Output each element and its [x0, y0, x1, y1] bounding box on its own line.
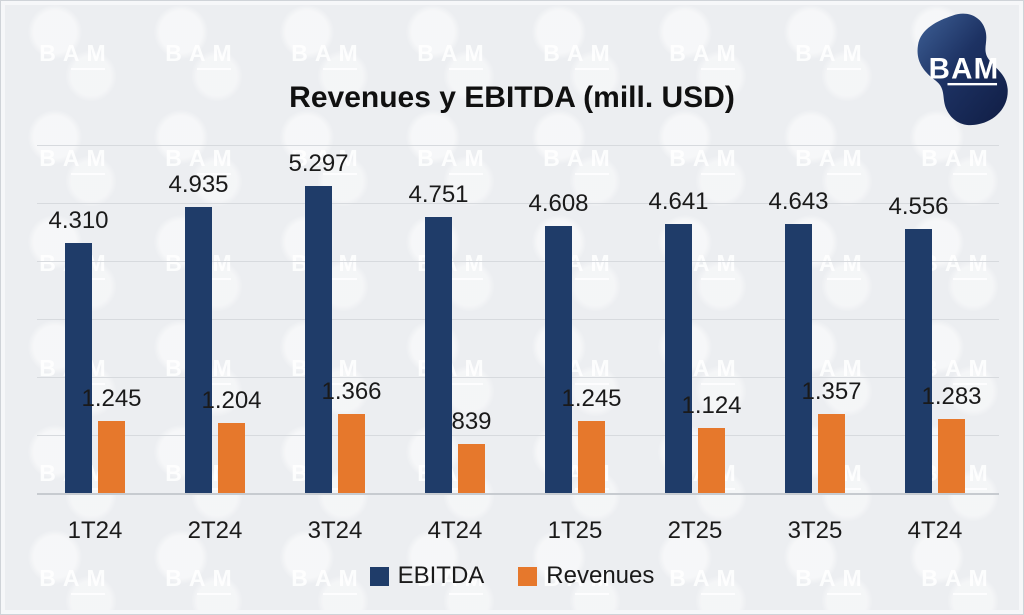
revenues-value-label: 1.366: [321, 378, 382, 405]
gridline: [37, 319, 999, 320]
ebitda-value-label: 4.608: [528, 190, 589, 217]
revenues-value-label: 1.357: [801, 378, 862, 405]
ebitda-value-label: 4.310: [48, 207, 109, 234]
legend-swatch-ebitda: [369, 566, 389, 586]
ebitda-bar: [545, 226, 572, 493]
ebitda-value-label: 5.297: [288, 150, 349, 177]
legend-item-ebitda: EBITDA: [369, 562, 485, 590]
ebitda-bar: [665, 224, 692, 493]
legend-label-revenues: Revenues: [546, 562, 655, 589]
revenues-bar: [818, 414, 845, 493]
x-axis-label: 2T24: [187, 517, 243, 544]
legend-swatch-revenues: [518, 566, 538, 586]
x-axis-label: 3T25: [787, 517, 843, 544]
revenues-bar: [218, 423, 245, 493]
chart-title: Revenues y EBITDA (mill. USD): [289, 81, 735, 114]
gridline: [37, 261, 999, 262]
bam-logo-underline: [947, 82, 998, 86]
bam-logo-text: BAM: [929, 52, 1000, 85]
ebitda-value-label: 4.643: [768, 188, 829, 215]
revenues-value-label: 1.124: [681, 392, 742, 419]
chart-canvas: BAM BAM BAM BAM BAM BAM BAM BAM BAM BAM BAM BAM BAM B…: [5, 5, 1019, 610]
ebitda-value-label: 4.556: [888, 193, 949, 220]
ebitda-value-label: 4.935: [168, 171, 229, 198]
ebitda-value-label: 4.641: [648, 188, 709, 215]
ebitda-bar: [305, 186, 332, 493]
revenues-bar: [338, 414, 365, 493]
revenues-value-label: 1.204: [201, 387, 262, 414]
legend-label-ebitda: EBITDA: [397, 562, 485, 589]
revenues-value-label: 1.245: [561, 385, 622, 412]
chart-legend: EBITDA Revenues: [5, 562, 1019, 590]
x-axis-label: 3T24: [307, 517, 363, 544]
x-axis-label: 4T24: [907, 517, 963, 544]
revenues-bar: [578, 421, 605, 493]
legend-item-revenues: Revenues: [518, 562, 654, 590]
ebitda-value-label: 4.751: [408, 181, 469, 208]
revenues-value-label: 839: [451, 408, 492, 435]
ebitda-bar: [785, 224, 812, 493]
ebitda-bar: [425, 217, 452, 493]
ebitda-bar: [905, 229, 932, 493]
revenues-value-label: 1.283: [921, 383, 982, 410]
revenues-bar: [698, 428, 725, 493]
gridline: [37, 145, 999, 146]
revenues-bar: [98, 421, 125, 493]
gridline: [37, 435, 999, 436]
revenues-value-label: 1.245: [81, 385, 142, 412]
revenues-bar: [938, 419, 965, 493]
x-axis-label: 2T25: [667, 517, 723, 544]
ebitda-bar: [65, 243, 92, 493]
x-axis-label: 1T25: [547, 517, 603, 544]
bam-logo: BAM: [903, 11, 1019, 129]
revenues-bar: [458, 444, 485, 493]
x-axis-label: 1T24: [67, 517, 123, 544]
bam-logo-blob: BAM: [917, 13, 1008, 126]
gridline: [37, 203, 999, 204]
ebitda-bar: [185, 207, 212, 493]
x-axis-line: [37, 493, 999, 495]
x-axis-label: 4T24: [427, 517, 483, 544]
